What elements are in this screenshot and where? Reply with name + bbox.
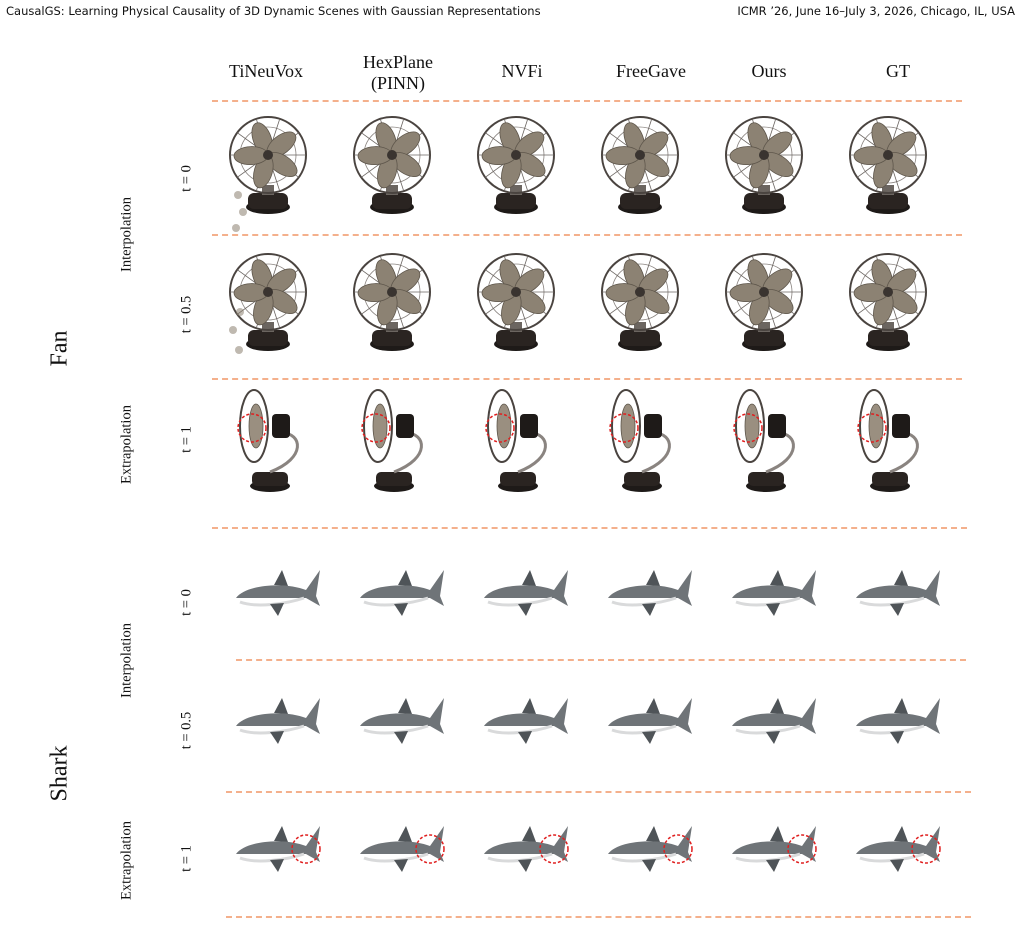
fan-t05-gt-image: [849, 253, 927, 351]
column-header-ours: Ours: [751, 61, 787, 81]
shark-t1-tineuvox-highlight-circle: [291, 834, 321, 864]
fan-t1-freegave-highlight-circle: [609, 413, 639, 443]
separator-bottom: [226, 916, 971, 918]
fan-t0-tineuvox-image: [229, 116, 307, 214]
separator-top: [212, 100, 962, 102]
column-header-tineuvox: TiNeuVox: [228, 61, 304, 81]
separator-fan-1: [212, 234, 962, 236]
shark-t05-tineuvox-image: [236, 698, 320, 744]
separator-fan-2: [212, 378, 962, 380]
shark-t05-nvfi-image: [484, 698, 568, 744]
fan-t1-nvfi-image: [487, 389, 547, 492]
tineuvox-artifact-1: [239, 208, 247, 216]
fan-t0-nvfi-image: [477, 116, 555, 214]
fan-t1-tineuvox-image: [239, 389, 299, 492]
shark-t1-hexplane-image: [360, 826, 444, 872]
running-header-venue: ICMR ’26, June 16–July 3, 2026, Chicago,…: [737, 4, 1015, 18]
fan-t1-freegave-image: [611, 389, 671, 492]
fan-t0-hexplane-image: [353, 116, 431, 214]
shark-t0-ours-image: [732, 570, 816, 616]
shark-t0-nvfi-image: [484, 570, 568, 616]
separator-shark-1: [236, 659, 966, 661]
shark-t1-freegave-highlight-circle: [663, 834, 693, 864]
shark-t0-tineuvox-image: [236, 570, 320, 616]
fan-t1-ours-image: [735, 389, 795, 492]
fan-t1-hexplane-highlight-circle: [361, 413, 391, 443]
shark-t1-nvfi-image: [484, 826, 568, 872]
fan-t1-gt-image: [859, 389, 919, 492]
fan-t05-freegave-image: [601, 253, 679, 351]
separator-scenes: [212, 527, 967, 529]
fan-t05-tineuvox-image: [229, 253, 307, 351]
shark-t1-gt-image: [856, 826, 940, 872]
shark-t0-gt-image: [856, 570, 940, 616]
running-header-title: CausalGS: Learning Physical Causality of…: [6, 4, 541, 18]
tineuvox-artifact-4: [229, 326, 237, 334]
tineuvox-artifact-0: [234, 191, 242, 199]
fan-t1-nvfi-highlight-circle: [485, 413, 515, 443]
fan-t05-nvfi-image: [477, 253, 555, 351]
column-header-nvfi: NVFi: [501, 61, 543, 81]
fan-t0-ours-image: [725, 116, 803, 214]
shark-t05-freegave-image: [608, 698, 692, 744]
shark-t0-hexplane-image: [360, 570, 444, 616]
column-header-freegave: FreeGave: [616, 61, 686, 81]
tineuvox-artifact-2: [232, 224, 240, 232]
fan-t0-freegave-image: [601, 116, 679, 214]
shark-t05-hexplane-image: [360, 698, 444, 744]
column-header-hexplane: HexPlane (PINN): [363, 52, 433, 93]
fan-t0-gt-image: [849, 116, 927, 214]
fan-t05-hexplane-image: [353, 253, 431, 351]
shark-t1-freegave-image: [608, 826, 692, 872]
fan-t1-ours-highlight-circle: [733, 413, 763, 443]
fan-t1-tineuvox-highlight-circle: [237, 413, 267, 443]
fan-t1-gt-highlight-circle: [857, 413, 887, 443]
tineuvox-artifact-3: [236, 308, 244, 316]
shark-t1-ours-image: [732, 826, 816, 872]
separator-shark-2: [226, 791, 971, 793]
shark-t1-hexplane-highlight-circle: [415, 834, 445, 864]
tineuvox-artifact-5: [235, 346, 243, 354]
shark-t1-nvfi-highlight-circle: [539, 834, 569, 864]
shark-t1-tineuvox-image: [236, 826, 320, 872]
shark-t05-ours-image: [732, 698, 816, 744]
fan-t1-hexplane-image: [363, 389, 423, 492]
fan-t05-ours-image: [725, 253, 803, 351]
column-header-gt: GT: [886, 61, 910, 81]
shark-t1-gt-highlight-circle: [911, 834, 941, 864]
shark-t0-freegave-image: [608, 570, 692, 616]
shark-t05-gt-image: [856, 698, 940, 744]
shark-t1-ours-highlight-circle: [787, 834, 817, 864]
